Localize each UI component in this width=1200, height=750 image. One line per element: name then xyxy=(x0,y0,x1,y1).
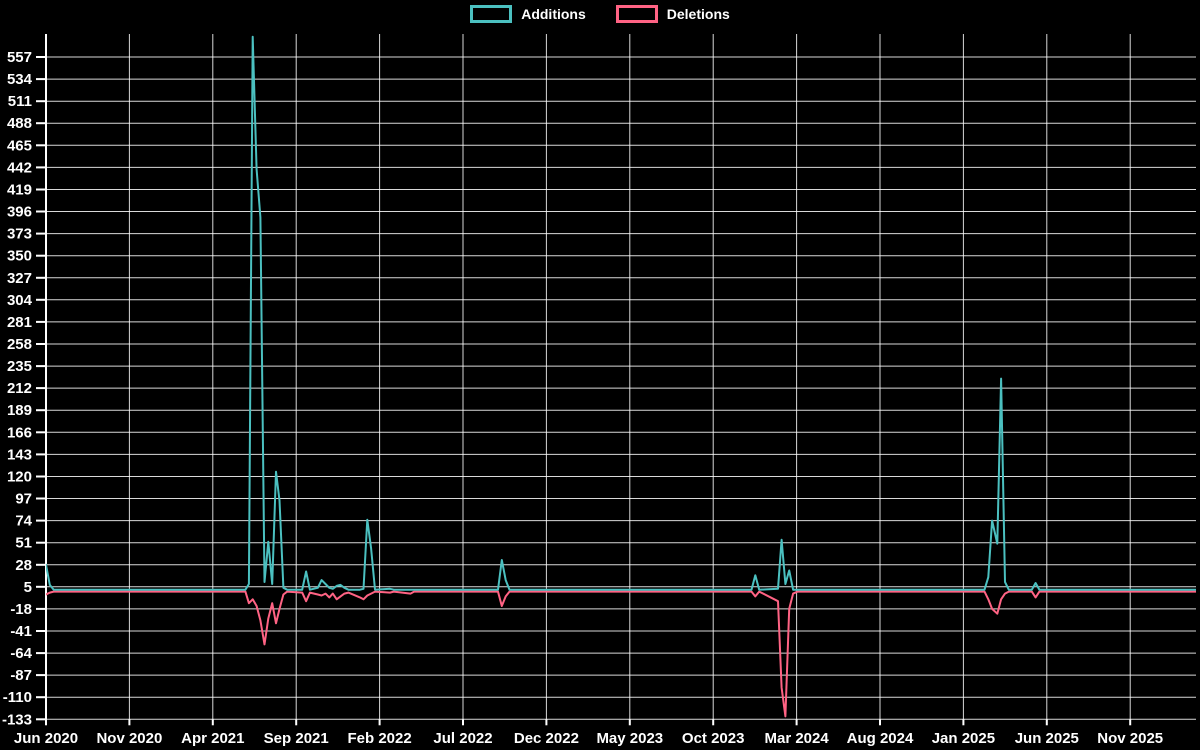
deletions-line[interactable] xyxy=(46,590,1196,718)
x-tick-label: Apr 2021 xyxy=(181,730,244,747)
deletions-swatch-icon xyxy=(615,5,658,23)
y-tick-label: 235 xyxy=(7,358,32,375)
y-tick-label: 281 xyxy=(7,314,32,331)
y-tick-label: -87 xyxy=(10,667,32,684)
x-tick-label: Nov 2025 xyxy=(1097,730,1163,747)
x-tick-label: Jan 2025 xyxy=(932,730,995,747)
x-tick-label: Jun 2020 xyxy=(14,730,78,747)
y-tick-label: 327 xyxy=(7,270,32,287)
y-tick-label: 557 xyxy=(7,49,32,66)
y-tick-label: 442 xyxy=(7,159,32,176)
y-tick-label: 120 xyxy=(7,469,32,486)
y-tick-label: 304 xyxy=(7,292,33,309)
x-tick-label: Sep 2021 xyxy=(264,730,329,747)
additions-line[interactable] xyxy=(46,35,1196,591)
y-tick-label: 465 xyxy=(7,137,32,154)
x-tick-label: May 2023 xyxy=(596,730,663,747)
y-tick-label: 97 xyxy=(15,491,32,508)
x-tick-label: Dec 2022 xyxy=(514,730,579,747)
y-tick-label: 143 xyxy=(7,446,32,463)
y-tick-label: 350 xyxy=(7,248,32,265)
legend-label-deletions: Deletions xyxy=(666,6,730,22)
y-tick-label: 396 xyxy=(7,204,32,221)
y-tick-label: 511 xyxy=(8,93,32,110)
legend-item-deletions[interactable]: Deletions xyxy=(615,5,730,23)
y-tick-label: -110 xyxy=(3,689,32,706)
x-axis: Jun 2020 Nov 2020 Apr 2021 Sep 2021 Feb 2022… xyxy=(14,719,1163,747)
y-tick-label: 212 xyxy=(7,380,32,397)
x-tick-label: Nov 2020 xyxy=(96,730,162,747)
y-tick-label: -41 xyxy=(10,623,32,640)
chart-legend: Additions Deletions xyxy=(0,5,1200,23)
y-tick-label: 419 xyxy=(7,182,32,199)
x-tick-label: Oct 2023 xyxy=(682,730,745,747)
y-tick-label: 258 xyxy=(7,336,32,353)
y-tick-label: -64 xyxy=(10,645,32,662)
y-tick-label: 51 xyxy=(15,535,32,552)
y-tick-label: 189 xyxy=(7,402,32,419)
gridlines xyxy=(45,34,1196,720)
y-tick-label: -133 xyxy=(2,711,32,728)
x-tick-label: Mar 2024 xyxy=(764,730,829,747)
y-axis: 5575345114884654424193963733503273042812… xyxy=(2,34,47,728)
y-tick-label: -18 xyxy=(10,601,32,618)
x-tick-label: Feb 2022 xyxy=(347,730,411,747)
x-tick-label: Aug 2024 xyxy=(847,730,914,747)
y-tick-label: 28 xyxy=(15,557,32,574)
y-tick-label: 373 xyxy=(7,226,32,243)
additions-swatch-icon xyxy=(470,5,513,23)
y-tick-label: 488 xyxy=(7,115,32,132)
y-tick-label: 5 xyxy=(24,579,32,596)
x-tick-label: Jul 2022 xyxy=(433,730,492,747)
y-tick-label: 534 xyxy=(7,71,33,88)
legend-item-additions[interactable]: Additions xyxy=(470,5,586,23)
y-tick-label: 74 xyxy=(15,513,32,530)
y-tick-label: 166 xyxy=(7,424,32,441)
x-tick-label: Jun 2025 xyxy=(1015,730,1079,747)
series-lines[interactable] xyxy=(46,35,1196,718)
legend-label-additions: Additions xyxy=(521,6,586,22)
